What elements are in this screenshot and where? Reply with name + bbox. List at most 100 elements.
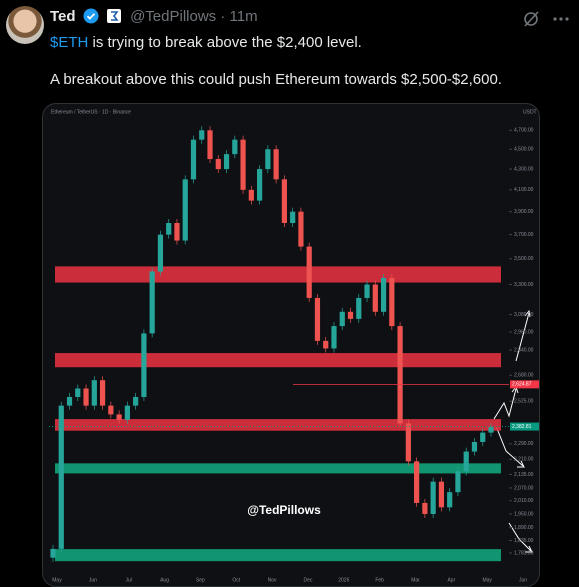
y-tick-label: 2,680.00 — [514, 373, 534, 379]
x-tick-label: Apr — [447, 577, 455, 583]
candle — [50, 548, 56, 558]
candle — [314, 297, 321, 341]
candle — [248, 189, 254, 201]
candle — [323, 340, 329, 349]
x-tick-label: Jun — [89, 577, 97, 583]
cashtag[interactable]: $ETH — [50, 34, 89, 51]
candle — [257, 169, 263, 201]
x-tick-label: 2026 — [338, 577, 349, 583]
x-tick-label: May — [482, 577, 492, 583]
candle — [273, 149, 279, 180]
candle — [207, 130, 213, 160]
drawn-arrows — [493, 309, 533, 553]
avatar[interactable] — [6, 6, 44, 44]
candle — [124, 405, 130, 420]
handle[interactable]: @TedPillows · 11m — [130, 8, 258, 25]
zones — [55, 266, 501, 562]
candle — [339, 311, 345, 327]
zone — [55, 353, 501, 368]
y-tick-label: 4,700.00 — [514, 128, 534, 134]
candle — [108, 405, 114, 415]
candle — [331, 326, 337, 349]
candle — [265, 149, 271, 170]
candle — [372, 284, 378, 312]
x-tick-label: Feb — [375, 577, 384, 583]
x-tick-label: Oct — [232, 577, 240, 583]
y-tick-label: 1,835.00 — [514, 538, 534, 544]
post-actions — [524, 11, 569, 27]
candle — [240, 139, 246, 190]
candle — [83, 388, 89, 406]
candle — [99, 380, 106, 406]
candle — [347, 311, 354, 319]
more-button[interactable] — [553, 17, 569, 21]
chart-title: Ethereum / TetherUS · 1D · Binance — [51, 109, 131, 115]
x-tick-label: Aug — [160, 577, 169, 583]
candle — [356, 297, 362, 319]
candle — [66, 396, 73, 406]
y-tick-label: 2,290.00 — [514, 441, 534, 447]
y-tick-label: 3,080.00 — [514, 312, 534, 318]
price-label-box — [510, 380, 539, 389]
candle — [488, 427, 494, 433]
candle — [281, 179, 287, 223]
candle — [223, 154, 230, 170]
candle — [480, 432, 486, 442]
y-tick-label: 3,900.00 — [514, 209, 534, 215]
currency: USDT — [523, 109, 537, 115]
candle — [438, 481, 445, 508]
y-tick-label: 4,500.00 — [514, 147, 534, 153]
y-tick-label: 4,300.00 — [514, 166, 534, 172]
candle — [149, 271, 155, 334]
text: is trying to break above the $2,400 leve… — [88, 34, 362, 51]
candle — [397, 326, 403, 424]
x-tick-label: May — [52, 577, 62, 583]
candle — [133, 396, 139, 406]
candle — [199, 130, 205, 140]
price-label-box — [510, 422, 539, 431]
y-tick-label: 2,525.00 — [514, 399, 534, 405]
candles — [50, 126, 494, 562]
author-name[interactable]: Ted — [50, 8, 76, 25]
zone — [55, 419, 501, 431]
price-label: 2,624.87 — [512, 382, 532, 388]
candle — [364, 284, 370, 298]
candle — [471, 441, 478, 452]
y-tick-label: 2,135.00 — [514, 472, 534, 478]
candle — [414, 461, 420, 503]
y-tick-label: 2,010.00 — [514, 498, 534, 504]
y-tick-label: 1,783.00 — [514, 550, 534, 556]
post-text-line: A breakout above this could push Ethereu… — [50, 71, 502, 88]
candle — [141, 333, 147, 397]
x-tick-label: Mar — [411, 577, 420, 583]
zone — [55, 549, 501, 562]
affiliate-badge — [106, 9, 121, 23]
y-tick-label: 1,890.00 — [514, 525, 534, 531]
candle — [215, 159, 221, 170]
x-tick-label: Jun — [519, 577, 527, 583]
candle — [75, 388, 81, 397]
x-tick-label: Jul — [125, 577, 131, 583]
y-tick-label: 2,070.00 — [514, 485, 534, 491]
zone — [55, 266, 501, 283]
candle — [389, 277, 395, 327]
candle — [116, 414, 122, 420]
price-label: 2,382.81 — [512, 424, 532, 430]
y-tick-label: 3,700.00 — [514, 232, 534, 238]
x-tick-label: Sep — [196, 577, 205, 583]
watermark: @TedPillows — [247, 503, 321, 517]
y-tick-label: 3,500.00 — [514, 256, 534, 262]
candle — [422, 502, 428, 514]
y-tick-label: 2,840.00 — [514, 347, 534, 353]
y-tick-label: 1,950.00 — [514, 511, 534, 517]
candle — [463, 451, 469, 472]
chart-image[interactable]: Ethereum / TetherUS · 1D · Binance USDT … — [42, 103, 540, 587]
candle — [380, 277, 387, 312]
candle — [166, 222, 172, 235]
candle — [298, 211, 304, 247]
x-tick-label: Dec — [303, 577, 312, 583]
y-tick-label: 3,300.00 — [514, 282, 534, 288]
grok-button[interactable] — [524, 11, 539, 27]
candle — [190, 139, 197, 180]
candle — [232, 139, 238, 155]
